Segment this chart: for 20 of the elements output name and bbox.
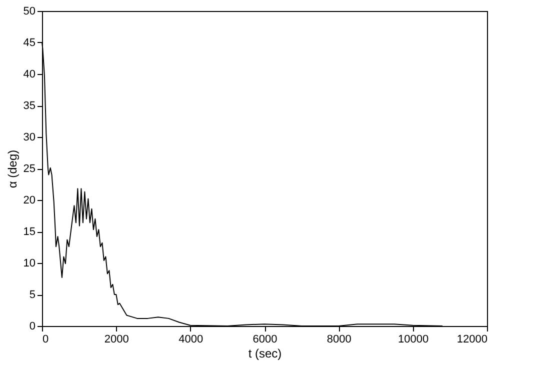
y-tick-label: 10 [23, 258, 36, 270]
y-tick-label: 50 [23, 6, 36, 18]
y-tick-label: 20 [23, 194, 36, 206]
x-tick-label: 4000 [178, 334, 204, 346]
y-tick-label: 5 [29, 289, 36, 301]
y-tick-label: 40 [23, 68, 36, 80]
y-tick-label: 30 [23, 132, 36, 144]
y-axis-title: α (deg) [5, 150, 20, 188]
y-tick-label: 15 [23, 226, 36, 238]
x-tick-label: 12000 [456, 334, 488, 346]
x-axis-title: t (sec) [248, 346, 282, 360]
x-tick-label: 10000 [398, 334, 429, 346]
x-tick-label: 2000 [104, 334, 129, 346]
y-tick-label: 35 [23, 100, 36, 112]
y-tick-label: 25 [23, 163, 36, 175]
x-tick-label: 6000 [252, 334, 278, 346]
x-tick-label: 0 [42, 334, 49, 346]
y-tick-label: 45 [23, 37, 36, 49]
y-tick-label: 0 [29, 320, 36, 332]
x-tick-label: 8000 [326, 334, 352, 346]
